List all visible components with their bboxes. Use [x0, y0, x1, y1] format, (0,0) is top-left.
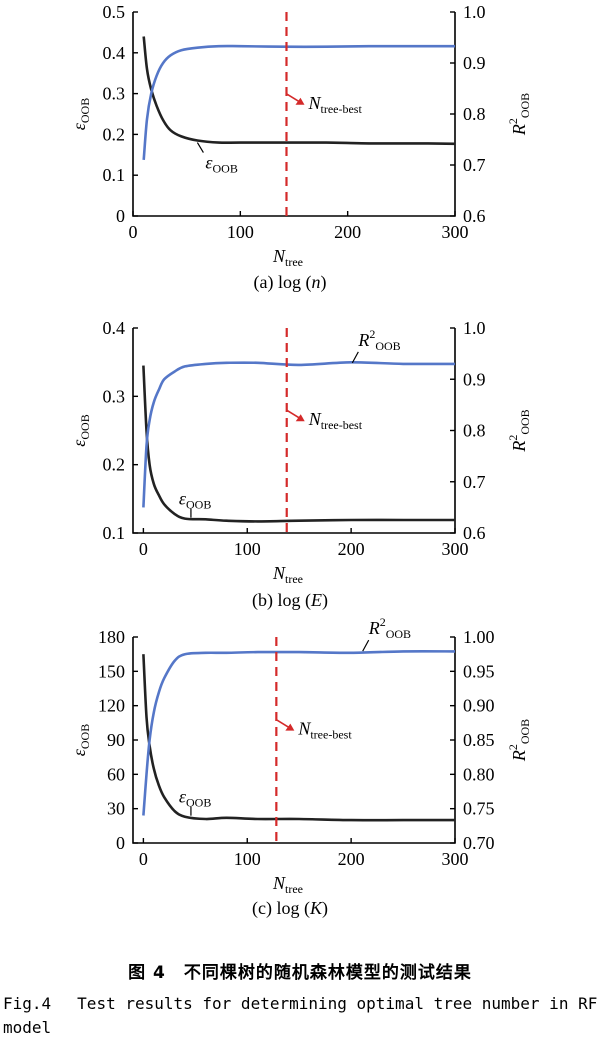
y-right-axis-text: R2OOB: [506, 93, 532, 136]
x-tick-label: 300: [442, 539, 469, 559]
y-left-tick-label: 0.1: [103, 523, 126, 543]
y-left-tick-label: 120: [98, 696, 125, 716]
y-right-tick-label: 1.00: [463, 627, 495, 647]
series-line-eps-oob: [142, 36, 456, 146]
y-left-axis-label: εOOB: [69, 414, 92, 446]
best-tree-arrowhead: [295, 414, 305, 422]
y-right-axis-text: R2OOB: [506, 409, 532, 452]
best-tree-arrow: [286, 409, 301, 419]
x-tick-label: 200: [338, 539, 365, 559]
x-tick-label: 100: [227, 222, 254, 242]
y-left-axis-text: εOOB: [69, 724, 92, 756]
x-tick-label: 300: [442, 849, 469, 869]
y-right-tick-label: 0.8: [463, 421, 486, 441]
best-tree-arrow: [275, 718, 290, 729]
y-left-axis-text: εOOB: [69, 98, 92, 130]
x-tick-label: 0: [139, 539, 148, 559]
x-tick-label: 100: [234, 539, 261, 559]
y-right-axis-label: R2OOB: [506, 719, 532, 762]
x-axis-label: Ntree: [272, 246, 303, 269]
y-right-tick-label: 0.9: [463, 369, 486, 389]
y-left-tick-label: 0.4: [103, 43, 126, 63]
annotation-r2-oob: R2OOB: [368, 615, 411, 641]
y-right-tick-label: 0.6: [463, 206, 486, 226]
x-axis-label: Ntree: [272, 873, 303, 896]
annotation-leader: [351, 351, 359, 364]
series-line-r2-oob: [142, 650, 456, 816]
best-tree-arrow: [286, 93, 300, 103]
y-left-tick-label: 0.4: [103, 318, 126, 338]
y-right-axis-label: R2OOB: [506, 93, 532, 136]
y-left-tick-label: 0: [116, 206, 125, 226]
chart-panel-3: 0 100 200 300 0 30 60 90 120 150 180 0.70 0.75 0.80 0.…: [69, 615, 532, 919]
x-tick-label: 100: [234, 849, 261, 869]
figure-caption-label: Fig.4: [3, 994, 52, 1013]
figure: 0 100 200 30000.10.20.30.40.50.60.70.80.91.…: [69, 2, 532, 919]
annotation-leader: [196, 142, 204, 153]
y-right-tick-label: 0.75: [463, 799, 495, 819]
y-right-tick-label: 0.70: [463, 833, 495, 853]
annotation-eps-oob: εOOB: [205, 153, 237, 176]
y-left-tick-label: 180: [98, 627, 125, 647]
best-tree-label: Ntree-best: [308, 409, 363, 432]
x-tick-label: 200: [338, 849, 365, 869]
y-right-tick-label: 1.0: [463, 2, 486, 22]
y-right-tick-label: 0.9: [463, 53, 486, 73]
y-left-tick-label: 0.3: [103, 84, 126, 104]
chart-panel-2: 0 100 200 300 0.1 0.2 0.3 0.4 0.6 0.7 0.8 0.9 1.0 Ntr…: [69, 318, 532, 611]
y-left-tick-label: 0: [116, 833, 125, 853]
figure-caption-en: Fig.4 Test results for determining optima…: [3, 992, 598, 1040]
x-tick-label: 300: [442, 222, 469, 242]
y-left-axis-label: εOOB: [69, 98, 92, 130]
annotation-eps-oob: εOOB: [179, 489, 211, 512]
figure-caption-zh: 图 4 不同棵树的随机森林模型的测试结果: [128, 963, 472, 983]
x-tick-label: 200: [334, 222, 361, 242]
subplot-caption: (a) log (n): [254, 272, 327, 293]
y-right-tick-label: 1.0: [463, 318, 486, 338]
y-right-tick-label: 0.95: [463, 661, 495, 681]
subplot-caption: (b) log (E): [252, 590, 328, 611]
series-line-r2-oob: [142, 360, 456, 508]
best-tree-arrowhead: [285, 723, 295, 731]
y-right-tick-label: 0.85: [463, 730, 495, 750]
y-left-tick-label: 60: [107, 764, 125, 784]
y-left-tick-label: 30: [107, 799, 125, 819]
y-right-tick-label: 0.8: [463, 104, 486, 124]
y-right-tick-label: 0.7: [463, 472, 486, 492]
y-left-tick-label: 0.2: [103, 124, 126, 144]
y-left-tick-label: 0.5: [103, 2, 126, 22]
axes-frame: [132, 12, 456, 217]
y-left-axis-text: εOOB: [69, 414, 92, 446]
y-right-axis-label: R2OOB: [506, 409, 532, 452]
y-right-tick-label: 0.7: [463, 155, 486, 175]
chart-panel-1: 0 100 200 300 0 0.1 0.2 0.3 0.4 0.5 0.6 0.7 0.8 0.9 1.…: [69, 2, 532, 293]
y-right-tick-label: 0.80: [463, 764, 495, 784]
y-left-tick-label: 0.2: [103, 455, 126, 475]
y-right-axis-text: R2OOB: [506, 719, 532, 762]
figure-caption-text: Test results for determining optimal tre…: [3, 994, 598, 1037]
y-left-tick-label: 90: [107, 730, 125, 750]
x-tick-label: 0: [139, 849, 148, 869]
y-left-tick-label: 150: [98, 661, 125, 681]
best-tree-label: Ntree-best: [297, 719, 352, 742]
series-line-eps-oob: [142, 365, 455, 523]
annotation-eps-oob: εOOB: [179, 787, 211, 810]
y-right-tick-label: 0.6: [463, 523, 486, 543]
series-line-eps-oob: [142, 654, 455, 822]
x-axis-label: Ntree: [272, 563, 303, 586]
annotation-leader: [362, 639, 370, 652]
x-tick-label: 0: [129, 222, 138, 242]
axes-frame: [132, 637, 456, 844]
y-left-tick-label: 0.3: [103, 386, 126, 406]
y-right-tick-label: 0.90: [463, 696, 495, 716]
series-line-r2-oob: [142, 44, 455, 161]
y-left-tick-label: 0.1: [103, 165, 126, 185]
best-tree-label: Ntree-best: [307, 93, 362, 116]
annotation-r2-oob: R2OOB: [357, 327, 400, 353]
subplot-caption: (c) log (K): [252, 898, 328, 919]
y-left-axis-label: εOOB: [69, 724, 92, 756]
best-tree-arrowhead: [295, 97, 305, 105]
